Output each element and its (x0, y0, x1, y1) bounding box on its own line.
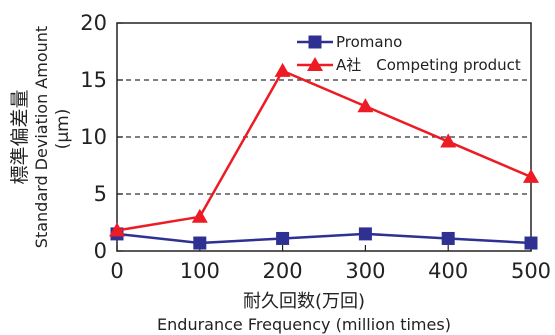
x-tick-label: 0 (110, 259, 123, 283)
x-tick-label: 100 (180, 259, 220, 283)
y-axis-unit: (μm) (53, 109, 73, 150)
series-line (116, 69, 532, 232)
data-point (524, 236, 538, 250)
y-tick-label: 0 (94, 239, 107, 263)
data-point (191, 208, 208, 223)
data-point (109, 222, 125, 237)
data-point (274, 62, 291, 77)
y-tick-label: 5 (94, 182, 107, 206)
y-axis-title: 標準偏差量 (9, 89, 31, 184)
y-tick-label: 20 (80, 11, 107, 35)
x-tick-label: 200 (263, 259, 303, 283)
y-tick-label: 15 (80, 68, 107, 92)
data-point (358, 227, 372, 241)
x-axis-title: 耐久回数(万回) (243, 291, 365, 312)
y-axis-title-en: Standard Deviation Amount (32, 26, 51, 248)
legend-marker (308, 35, 322, 49)
x-tick-label: 300 (345, 259, 385, 283)
x-tick-label: 500 (511, 259, 551, 283)
data-point (276, 231, 290, 245)
data-point (193, 236, 207, 250)
legend-marker (307, 57, 323, 71)
data-point (441, 231, 455, 245)
x-axis-ticks: 0 100 200 300 400 500 (110, 245, 551, 283)
series-line (116, 232, 532, 245)
x-axis-title-en: Endurance Frequency (million times) (157, 315, 451, 334)
y-tick-label: 10 (80, 125, 107, 149)
data-point (523, 168, 539, 183)
series-promano (110, 227, 538, 250)
legend: Promano A社 Competing product (297, 33, 521, 74)
data-point (440, 133, 457, 148)
y-axis-ticks: 0 5 10 15 20 (80, 11, 123, 263)
series-competitor (109, 62, 539, 237)
legend-item: A社 Competing product (297, 56, 521, 74)
grid-lines (117, 79, 531, 195)
legend-item: Promano (297, 33, 402, 51)
data-point (357, 98, 374, 113)
legend-label: A社 Competing product (336, 56, 521, 74)
x-tick-label: 400 (428, 259, 468, 283)
series-layer (109, 62, 539, 250)
legend-label: Promano (336, 33, 402, 51)
